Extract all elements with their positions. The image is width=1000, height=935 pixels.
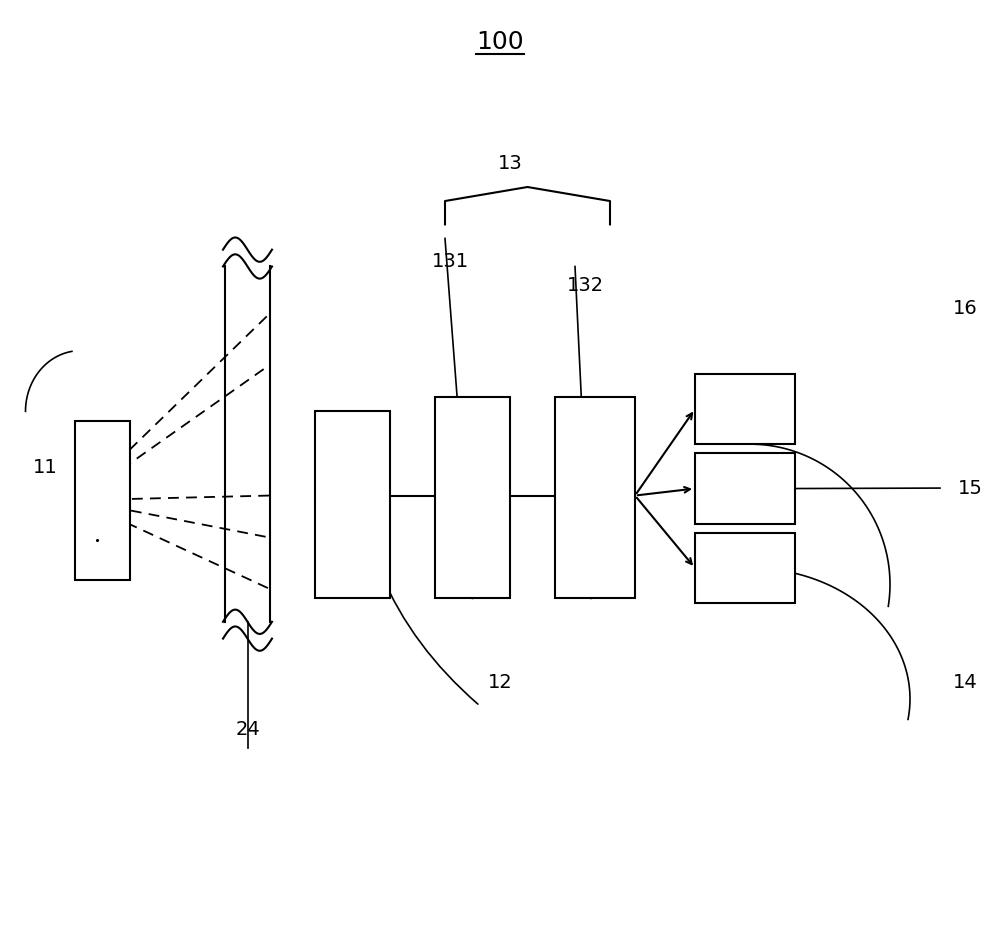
Bar [75, 421, 130, 580]
Bar [695, 533, 795, 603]
Bar [695, 453, 795, 524]
Text: 15: 15 [958, 479, 982, 497]
Text: 13: 13 [498, 154, 522, 173]
Text: 24: 24 [236, 720, 260, 739]
Bar [555, 397, 635, 598]
Text: 12: 12 [488, 673, 512, 692]
Bar [435, 397, 510, 598]
Text: 132: 132 [566, 276, 604, 295]
Bar [315, 411, 390, 598]
Text: 131: 131 [431, 252, 469, 271]
Text: 14: 14 [953, 673, 977, 692]
Bar [695, 374, 795, 444]
Text: 100: 100 [476, 30, 524, 54]
Text: 11: 11 [33, 458, 57, 477]
Text: 16: 16 [953, 299, 977, 318]
